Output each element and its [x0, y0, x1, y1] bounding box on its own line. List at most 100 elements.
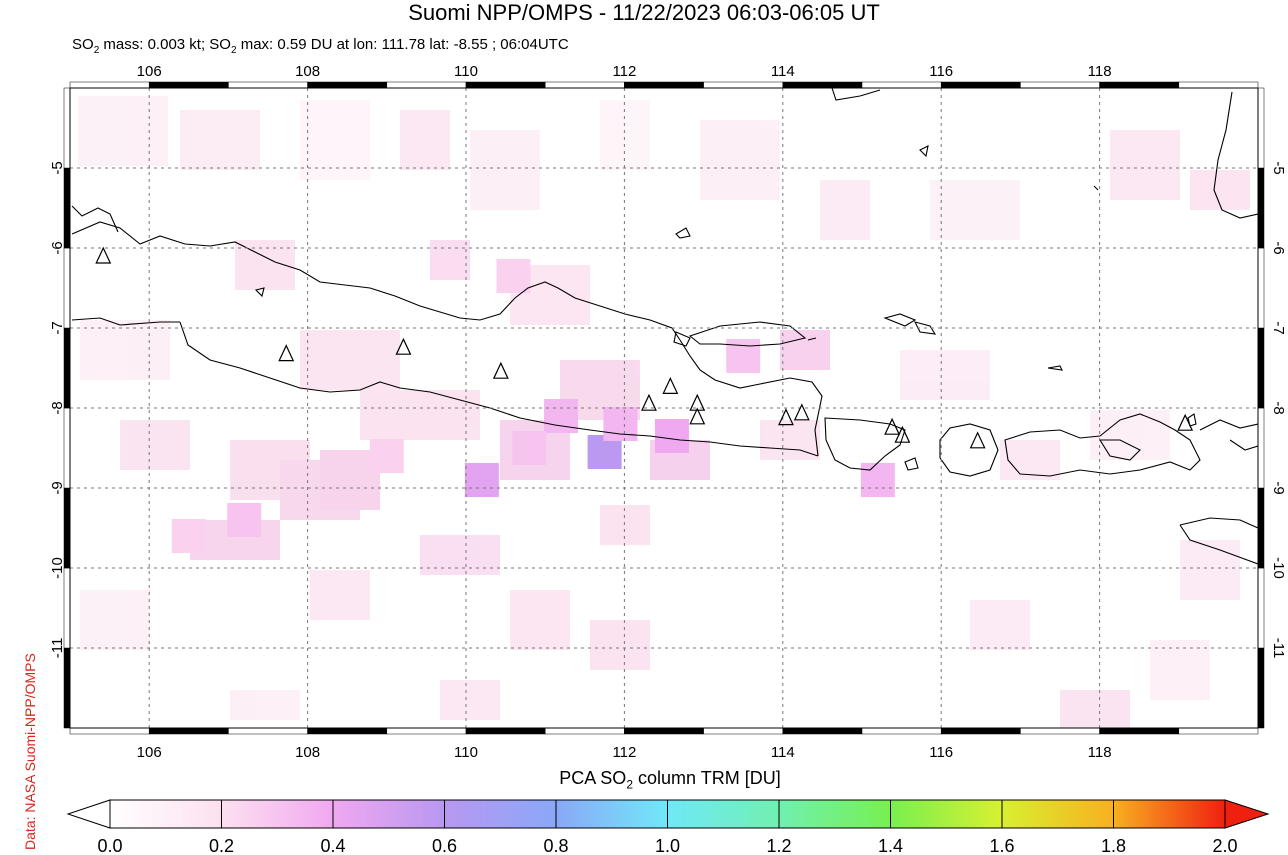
so2-pixel-8 [227, 503, 262, 537]
colorbar-tick-0.4: 0.4 [320, 836, 345, 855]
frame-left-seg [63, 327, 71, 409]
lon-label-top-114: 114 [771, 63, 795, 80]
frame-top-seg [386, 81, 467, 89]
frame-right-seg [1257, 567, 1265, 649]
sumbawa-island [1004, 413, 1201, 477]
frame-bottom-seg [1020, 727, 1100, 735]
triangle-icon-11 [894, 425, 911, 443]
madura-island [688, 321, 807, 347]
lat-label-left--7: -7 [49, 321, 66, 334]
bali-island [824, 417, 906, 471]
lat-label-right--8: -8 [1270, 401, 1287, 414]
triangle-icon-4 [641, 393, 657, 411]
colorbar-high-arrow [1224, 799, 1270, 829]
islet-2 [919, 145, 929, 158]
lon-label-top-106: 106 [137, 63, 162, 80]
coastlines [71, 88, 1258, 565]
frame-bottom-seg [69, 727, 150, 735]
colorbar-tick-2.0: 2.0 [1212, 836, 1237, 855]
triangle-icon-5 [662, 376, 679, 394]
triangle-icon-2 [395, 337, 412, 355]
sumbawa-bay [1099, 439, 1141, 461]
frame-top-seg [465, 81, 546, 89]
triangle-icon-12 [969, 431, 986, 449]
frame-left-seg [63, 167, 71, 249]
frame-bottom-seg [544, 727, 625, 735]
frame-left-seg [63, 647, 71, 729]
frame-top-seg [703, 81, 784, 89]
lon-label-bottom-108: 108 [295, 744, 320, 761]
so2-pixel-5 [860, 463, 895, 497]
frame-bottom-seg [148, 727, 229, 735]
so2-pixel-4 [603, 407, 638, 441]
triangle-icon-0 [95, 246, 112, 264]
frame-bottom-seg [861, 727, 942, 735]
frame-left-seg [63, 247, 71, 329]
frame-bottom-seg [1178, 727, 1259, 735]
so2-background-tiles [78, 96, 1250, 728]
frame-right-seg [1257, 247, 1265, 329]
lon-label-top-110: 110 [454, 63, 478, 80]
lat-label-right--7: -7 [1270, 321, 1287, 334]
frame-bottom-seg [386, 727, 467, 735]
frame-left-seg [63, 567, 71, 649]
sulawesi-coast [1213, 91, 1258, 219]
colorbar-tick-1.8: 1.8 [1101, 836, 1126, 855]
colorbar-tick-1.6: 1.6 [989, 836, 1014, 855]
frame-bottom-seg [307, 727, 388, 735]
frame-left-seg [63, 407, 71, 489]
so2-pixel-9 [369, 439, 404, 473]
frame-top-seg [624, 81, 704, 89]
colorbar-tick-1.2: 1.2 [766, 836, 791, 855]
frame-top-seg [148, 81, 229, 89]
frame-top-seg [228, 81, 308, 89]
triangle-icon-13 [1177, 413, 1194, 431]
frame-bottom-seg [228, 727, 308, 735]
islet-5 [807, 337, 817, 341]
lat-label-left--5: -5 [49, 161, 66, 174]
map-title: Suomi NPP/OMPS - 11/22/2023 06:03-06:05 … [408, 0, 880, 25]
colorbar-tick-0.0: 0.0 [97, 836, 122, 855]
frame-top-seg [307, 81, 388, 89]
frame-left-seg [63, 487, 71, 569]
lon-label-bottom-110: 110 [454, 744, 478, 761]
so2-pixel-10 [171, 519, 206, 553]
lon-label-top-112: 112 [612, 63, 636, 80]
colorbar-low-arrow [66, 799, 111, 829]
lon-label-top-108: 108 [295, 63, 320, 80]
java-west-tip [71, 317, 180, 326]
so2-pixel-11 [496, 259, 531, 293]
triangle-icon-8 [778, 408, 794, 426]
triangle-icon-9 [793, 403, 810, 421]
frame-bottom-seg [703, 727, 784, 735]
so2-pixel-7 [512, 431, 547, 465]
java-north-coast [71, 221, 681, 341]
bawean [883, 313, 917, 327]
frame-top-seg [1020, 81, 1100, 89]
lombok-island [939, 423, 999, 477]
frame-top-seg [69, 81, 150, 89]
frame-right-seg [1257, 487, 1265, 569]
lon-label-bottom-116: 116 [929, 744, 953, 761]
volcano-markers [95, 246, 1194, 449]
sumba-island [1179, 517, 1258, 565]
colorbar-title: PCA SO2 column TRM [DU] [559, 768, 781, 792]
nusa-penida [904, 457, 919, 471]
map-frame [63, 81, 1265, 735]
islet-6 [673, 331, 691, 347]
lon-label-bottom-106: 106 [137, 744, 162, 761]
map-subtitle: SO2 mass: 0.003 kt; SO2 max: 0.59 DU at … [72, 36, 569, 56]
triangle-icon-10 [884, 417, 901, 435]
triangle-icon-7 [689, 407, 706, 425]
frame-right-seg [1257, 87, 1265, 169]
lon-label-bottom-114: 114 [771, 744, 795, 761]
frame-bottom-seg [1099, 727, 1180, 735]
islet-3 [1047, 365, 1063, 371]
so2-pixel-6 [726, 339, 761, 373]
borneo-coast [831, 88, 881, 101]
triangle-icon-3 [492, 361, 509, 379]
axis-labels: 106 106 108 108 110 110 112 112 114 114 116 116 118 1… [49, 63, 1287, 761]
lat-label-left--9: -9 [49, 481, 66, 494]
colorbar-tick-1.4: 1.4 [878, 836, 903, 855]
